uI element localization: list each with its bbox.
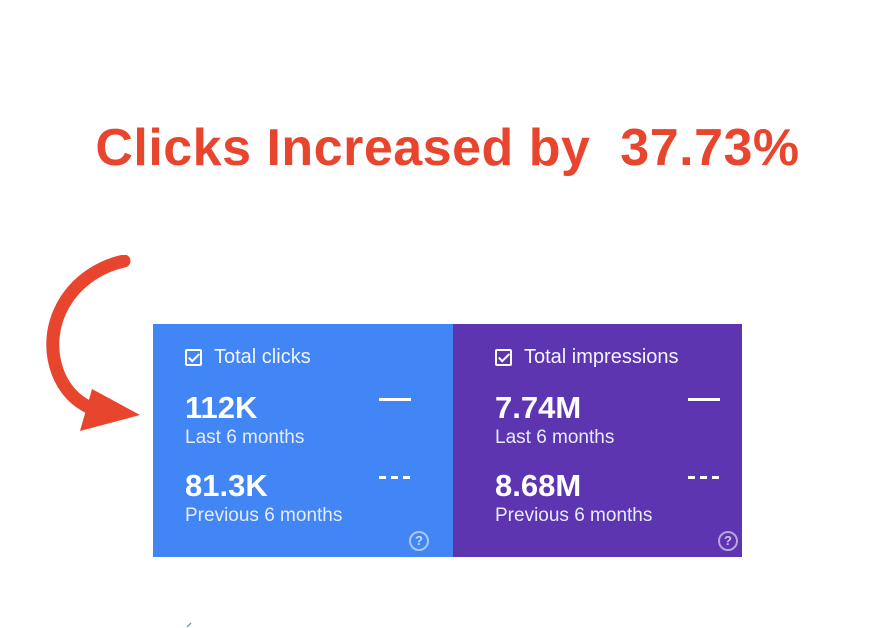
impressions-previous-period: Previous 6 months <box>495 505 653 526</box>
headline: Clicks Increased by 37.73% <box>95 119 800 177</box>
total-clicks-label: Total clicks <box>214 346 311 368</box>
arrow-head <box>80 389 140 431</box>
clicks-current: 112K Last 6 months <box>185 390 304 450</box>
total-impressions-label: Total impressions <box>524 346 679 368</box>
impressions-current-period: Last 6 months <box>495 427 615 448</box>
clicks-previous-value: 81.3K <box>185 468 268 503</box>
impressions-previous-value: 8.68M <box>495 468 582 503</box>
solid-line-legend-icon <box>379 398 411 401</box>
total-clicks-toggle[interactable]: Total clicks <box>185 346 311 369</box>
clicks-previous-period: Previous 6 months <box>185 505 343 526</box>
impressions-current: 7.74M Last 6 months <box>495 390 614 450</box>
checkbox-checked-icon[interactable] <box>495 349 512 366</box>
clicks-previous: 81.3K Previous 6 months <box>185 468 342 528</box>
solid-line-legend-icon <box>688 398 720 401</box>
dashed-line-legend-icon <box>379 476 411 479</box>
decorative-mark <box>186 622 192 628</box>
impressions-previous: 8.68M Previous 6 months <box>495 468 652 528</box>
help-icon[interactable]: ? <box>409 531 429 551</box>
clicks-current-period: Last 6 months <box>185 427 305 448</box>
total-impressions-card[interactable]: Total impressions 7.74M Last 6 months 8.… <box>453 324 742 557</box>
clicks-current-value: 112K <box>185 390 258 425</box>
checkbox-checked-icon[interactable] <box>185 349 202 366</box>
curved-arrow-icon <box>46 255 140 431</box>
help-icon[interactable]: ? <box>718 531 738 551</box>
total-impressions-toggle[interactable]: Total impressions <box>495 346 679 369</box>
dashed-line-legend-icon <box>688 476 720 479</box>
impressions-current-value: 7.74M <box>495 390 582 425</box>
arrow-shaft <box>46 255 131 418</box>
total-clicks-card[interactable]: Total clicks 112K Last 6 months 81.3K Pr… <box>153 324 453 557</box>
